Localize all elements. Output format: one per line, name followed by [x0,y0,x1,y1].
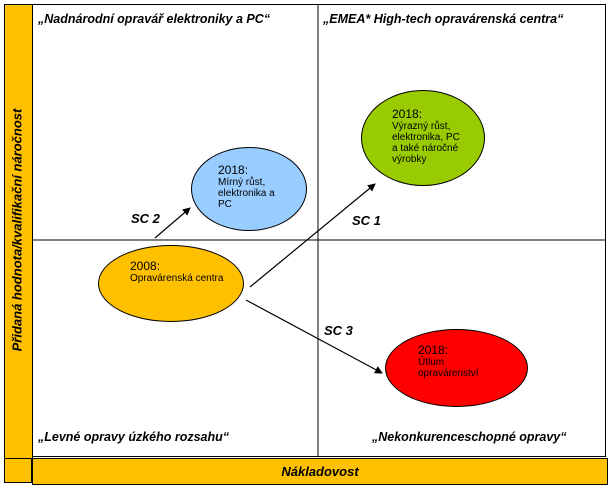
bubble-sc3 [385,329,528,407]
bubble-sc2-label: Mírný růst, elektronika a PC [218,177,275,210]
x-axis-bar: Nákladovost [32,458,608,485]
quadrant-bottom-right-title: „Nekonkurenceschopné opravy“ [372,430,567,444]
bubble-current-year: 2008: [130,259,161,273]
scenario-2-label: SC 2 [131,211,160,226]
bubble-sc3-year: 2018: [418,343,449,357]
scenario-3-label: SC 3 [324,323,353,338]
y-axis-bar [4,4,33,459]
bubble-sc2 [191,147,307,231]
quadrant-bottom-left-title: „Levné opravy úzkého rozsahu“ [38,430,230,444]
bubble-current-label: Opravárenská centra [130,273,224,284]
bubble-sc1-year: 2018: [392,107,423,121]
bubble-sc1-text: 2018: Výrazný růst, elektronika, PC a ta… [392,107,466,166]
bubble-sc1 [361,90,485,186]
sc2-arrow [154,207,191,239]
bubble-sc1-label: Výrazný růst, elektronika, PC a také nár… [392,121,460,165]
bubble-sc2-text: 2018: Mírný růst, elektronika a PC [218,163,286,211]
bubble-sc3-label: Útlum opravárenství [418,357,479,379]
scenario-1-label: SC 1 [352,213,381,228]
quadrant-top-right-title: „EMEA* High-tech opravárenská centra“ [323,12,564,26]
sc3-arrow [245,299,383,374]
matrix-area [32,4,606,457]
bubble-current [98,245,244,322]
bubble-sc3-text: 2018: Útlum opravárenství [418,343,488,380]
axis-corner [4,458,32,483]
quadrant-top-left-title: „Nadnárodní opravář elektroniky a PC“ [38,12,271,26]
x-axis-label: Nákladovost [281,464,359,479]
sc1-arrow [249,183,376,288]
bubble-sc2-year: 2018: [218,163,249,177]
bubble-current-text: 2008: Opravárenská centra [130,259,230,285]
